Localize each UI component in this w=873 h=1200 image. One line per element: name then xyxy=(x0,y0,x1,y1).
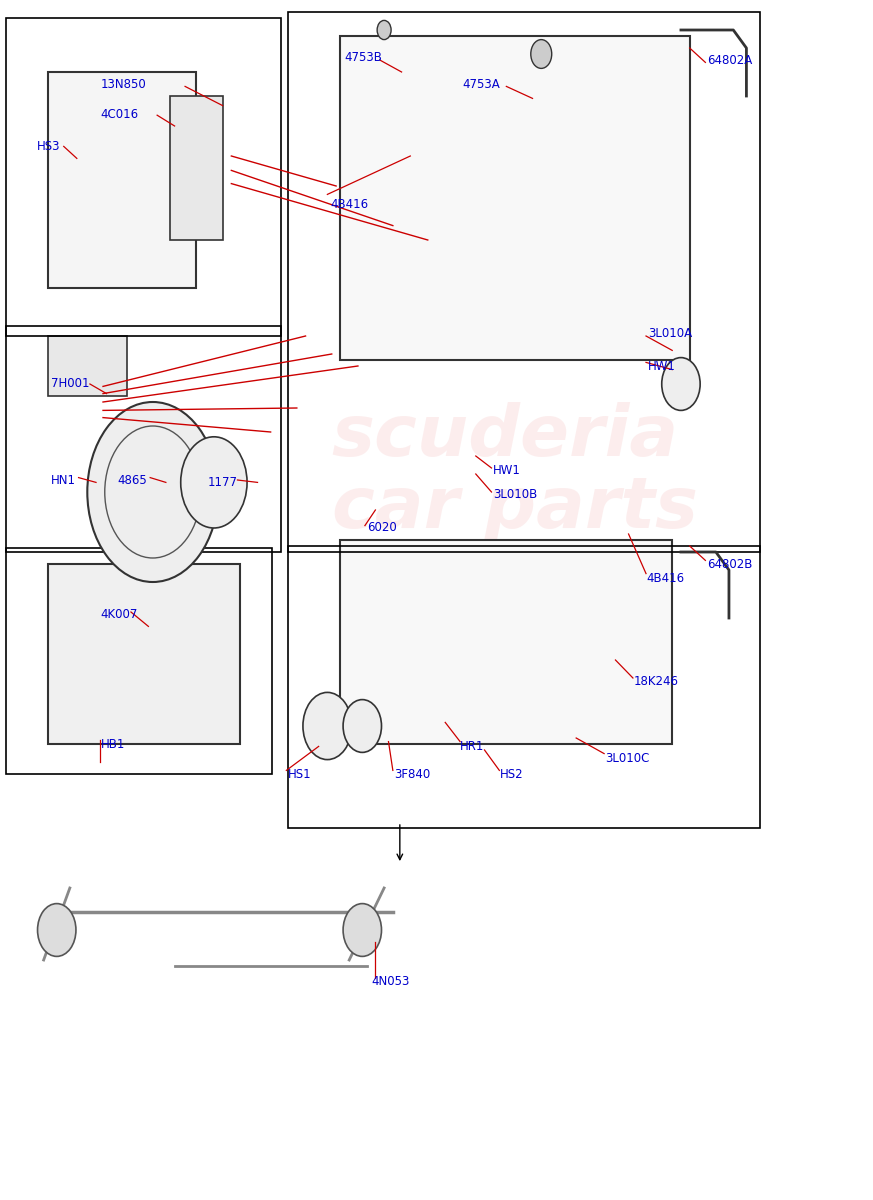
Text: 4B416: 4B416 xyxy=(330,198,368,210)
Text: 3L010A: 3L010A xyxy=(648,328,692,340)
Text: HR1: HR1 xyxy=(460,740,485,752)
Text: car parts: car parts xyxy=(332,474,698,542)
Bar xyxy=(48,564,240,744)
Bar xyxy=(48,336,127,396)
Text: 4K007: 4K007 xyxy=(100,608,138,620)
Text: 64802A: 64802A xyxy=(707,54,753,66)
Bar xyxy=(340,540,672,744)
Text: 4865: 4865 xyxy=(118,474,148,486)
Bar xyxy=(288,546,760,828)
Text: 4753A: 4753A xyxy=(463,78,500,90)
Bar xyxy=(6,18,281,336)
Circle shape xyxy=(87,402,218,582)
Text: 18K246: 18K246 xyxy=(634,676,679,688)
Text: 4N053: 4N053 xyxy=(371,976,409,988)
Circle shape xyxy=(377,20,391,40)
Text: 6020: 6020 xyxy=(367,522,396,534)
Circle shape xyxy=(343,700,382,752)
Text: 3F840: 3F840 xyxy=(395,768,431,780)
Circle shape xyxy=(343,904,382,956)
Text: 1177: 1177 xyxy=(208,476,237,488)
Circle shape xyxy=(38,904,76,956)
Text: scuderia: scuderia xyxy=(332,402,679,470)
Text: HS3: HS3 xyxy=(37,140,60,152)
Text: HS1: HS1 xyxy=(288,768,312,780)
Text: 64802B: 64802B xyxy=(707,558,753,570)
Bar xyxy=(6,326,281,552)
Text: 4C016: 4C016 xyxy=(100,108,139,120)
Text: 3L010B: 3L010B xyxy=(493,488,538,500)
Bar xyxy=(6,548,272,774)
Text: HN1: HN1 xyxy=(51,474,76,486)
Text: HW1: HW1 xyxy=(648,360,676,372)
Text: 4B416: 4B416 xyxy=(646,572,684,584)
Circle shape xyxy=(181,437,247,528)
Bar xyxy=(288,12,760,552)
Text: HW1: HW1 xyxy=(493,464,521,476)
Bar xyxy=(48,72,196,288)
Text: 4753B: 4753B xyxy=(345,52,382,64)
Text: 13N850: 13N850 xyxy=(100,78,146,90)
Text: 3L010C: 3L010C xyxy=(605,752,650,764)
Bar xyxy=(170,96,223,240)
Circle shape xyxy=(303,692,352,760)
Text: 7H001: 7H001 xyxy=(51,378,89,390)
Text: HS2: HS2 xyxy=(500,768,524,780)
Bar xyxy=(340,36,690,360)
Text: HB1: HB1 xyxy=(100,738,125,750)
Circle shape xyxy=(662,358,700,410)
Circle shape xyxy=(531,40,552,68)
